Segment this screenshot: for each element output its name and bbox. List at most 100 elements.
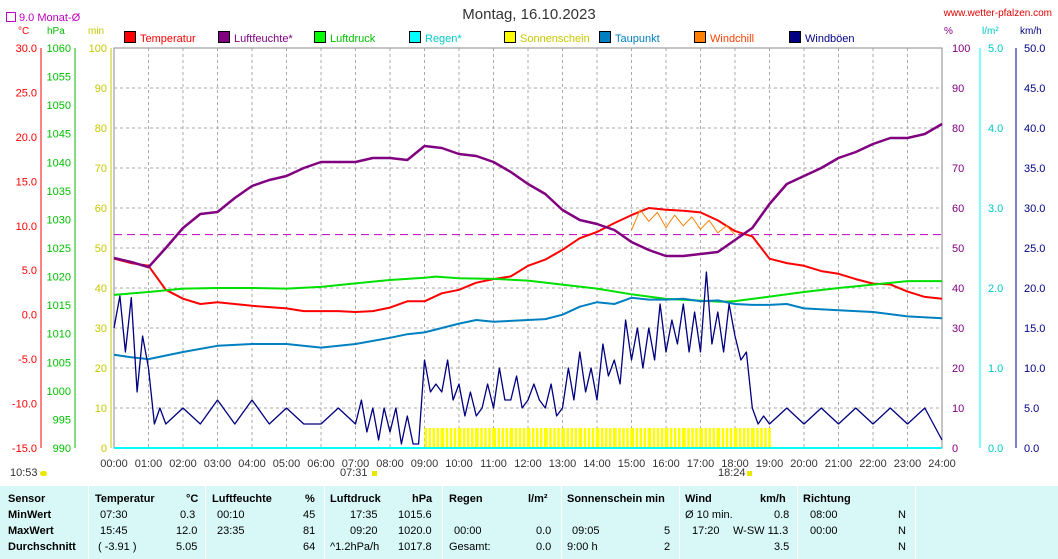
rain-unit: l/m² (982, 26, 999, 37)
minutes-unit: min (88, 26, 105, 37)
header-press-unit: hPa (412, 493, 433, 505)
cell: ( -3.91 ) (98, 541, 137, 553)
sunshine-bar (484, 428, 487, 448)
month-average-swatch-icon (6, 12, 16, 22)
header-wind: Wind (685, 493, 712, 505)
x-tick-label: 11:00 (480, 458, 507, 470)
row-label: MaxWert (8, 525, 54, 537)
pressure-tick-label: 1020 (47, 272, 71, 284)
minutes-tick-label: 80 (95, 123, 107, 135)
wind-tick-label: 30.0 (1024, 203, 1045, 215)
sunshine-bar (648, 428, 652, 448)
sunshine-bar (605, 428, 608, 448)
wind-tick-label: 15.0 (1024, 323, 1045, 335)
minutes-tick-label: 30 (95, 323, 107, 335)
sunshine-bar (514, 428, 518, 448)
minutes-tick-label: 90 (95, 83, 107, 95)
legend-swatch-icon (409, 31, 421, 43)
sunshine-bar (739, 428, 742, 448)
site-url[interactable]: www.wetter-pfalzen.com (943, 8, 1052, 19)
temp-tick-label: -10.0 (12, 399, 37, 411)
legend-swatch-icon (599, 31, 611, 43)
pressure-tick-label: 1015 (47, 300, 71, 312)
rain-tick-label: 0.0 (988, 443, 1003, 455)
temp-tick-label: 10.0 (16, 221, 37, 233)
sunshine-bar (553, 428, 556, 448)
series-taupunkt-line (113, 296, 943, 361)
sunshine-bar (747, 428, 750, 448)
sunshine-bar (601, 428, 604, 448)
sunshine-bar (518, 428, 522, 448)
cell: 5 (664, 525, 671, 537)
sunshine-bar (467, 428, 470, 448)
month-average-text: 9.0 Monat-Ø (19, 12, 81, 24)
x-tick-label: 00:00 (100, 458, 128, 470)
sunshine-bar (764, 428, 767, 448)
minutes-tick-label: 50 (95, 243, 107, 255)
sunrise-label: 07:31 (340, 467, 368, 479)
temp-tick-label: 20.0 (16, 132, 37, 144)
percent-unit: % (944, 26, 953, 37)
x-tick-label: 23:00 (894, 458, 922, 470)
wind-tick-label: 0.0 (1024, 443, 1039, 455)
percent-tick-label: 30 (952, 323, 964, 335)
wind-tick-label: 20.0 (1024, 283, 1045, 295)
sunshine-bar (432, 428, 435, 448)
rain-tick-label: 5.0 (988, 43, 1003, 55)
legend-label: Taupunkt (615, 33, 660, 45)
cell: 1015.6 (398, 509, 432, 521)
temp-tick-label: 5.0 (22, 265, 37, 277)
series-windchill-line (631, 209, 736, 236)
cell: 0.8 (774, 509, 790, 521)
sunshine-bar (497, 428, 500, 448)
x-tick-label: 07:00 (342, 458, 370, 470)
cell: 08:00 (810, 509, 838, 521)
sunshine-bar (631, 428, 634, 448)
sunshine-bar (566, 428, 569, 448)
month-average-label: 9.0 Monat-Ø (6, 12, 80, 24)
pressure-tick-label: 1055 (47, 72, 71, 84)
percent-tick-label: 40 (952, 283, 964, 295)
pressure-tick-label: 1005 (47, 357, 71, 369)
minutes-tick-label: 60 (95, 203, 107, 215)
cell: ^1.2hPa/h (330, 541, 380, 553)
legend-label: Luftfeuchte* (234, 33, 293, 45)
header-press: Luftdruck (330, 493, 381, 505)
legend-swatch-icon (124, 31, 136, 43)
cell: 23:35 (217, 525, 245, 537)
sunshine-bar (652, 428, 656, 448)
legend-label: Temperatur (140, 33, 196, 45)
percent-tick-label: 70 (952, 163, 964, 175)
sunshine-bar (536, 428, 539, 448)
sunshine-bar (459, 428, 462, 448)
x-tick-label: 15:00 (618, 458, 646, 470)
x-tick-label: 04:00 (238, 458, 266, 470)
cell: 64 (303, 541, 316, 553)
cell: Gesamt: (449, 541, 491, 553)
x-tick-label: 12:00 (514, 458, 542, 470)
legend-regen: Regen* (409, 31, 462, 45)
wind-tick-label: 10.0 (1024, 363, 1045, 375)
percent-tick-label: 90 (952, 83, 964, 95)
sunshine-bar (678, 428, 681, 448)
cell: 1017.8 (398, 541, 432, 553)
cell: 9:00 h (567, 541, 598, 553)
legend-luftfeuchte: Luftfeuchte* (218, 31, 293, 45)
x-tick-label: 05:00 (273, 458, 301, 470)
temp-tick-label: 0.0 (22, 310, 37, 322)
pressure-tick-label: 990 (53, 443, 71, 455)
wind-tick-label: 35.0 (1024, 163, 1045, 175)
header-temp-unit: °C (186, 493, 199, 505)
sunshine-bar (691, 428, 694, 448)
pressure-tick-label: 1060 (47, 43, 71, 55)
legend-swatch-icon (218, 31, 230, 43)
legend-temperatur: Temperatur (124, 31, 196, 45)
x-tick-label: 13:00 (549, 458, 577, 470)
sunshine-bar (743, 428, 746, 448)
sunshine-bar (721, 428, 725, 448)
pressure-tick-label: 1010 (47, 329, 71, 341)
sunshine-bar (656, 428, 660, 448)
cell: W-SW 11.3 (733, 525, 789, 537)
wind-tick-label: 25.0 (1024, 243, 1045, 255)
sunshine-bar (436, 428, 439, 448)
